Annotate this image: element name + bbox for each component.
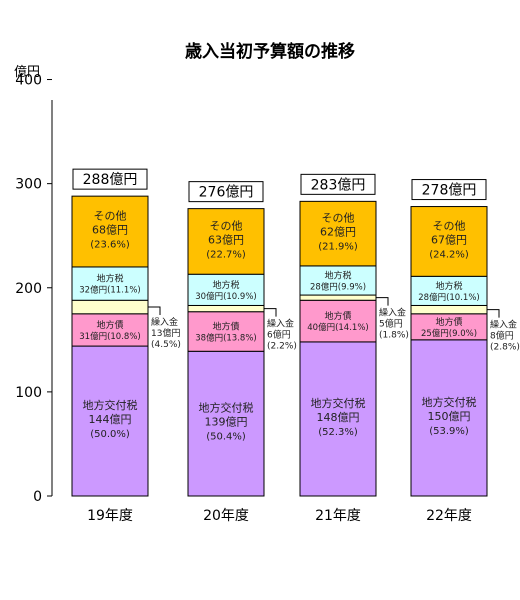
segment-amount-label: 67億円	[431, 233, 467, 246]
segment-name-label: 地方債	[435, 316, 462, 328]
y-tick-label: 200	[15, 281, 42, 297]
segment-name-label: 地方債	[96, 319, 123, 331]
side-pct-label: (1.8%)	[379, 331, 409, 341]
bar-segment	[299, 341, 377, 497]
bar-segment	[299, 265, 377, 296]
y-tick-label: 400	[15, 73, 42, 89]
side-pct-label: (2.2%)	[267, 342, 297, 352]
side-amount-label: 13億円	[151, 327, 180, 339]
segment-pct-label: (50.0%)	[90, 429, 130, 440]
segment-amount-label: 68億円	[92, 224, 128, 237]
y-tick-label: 0	[33, 489, 42, 505]
segment-name-label: その他	[433, 219, 466, 232]
bar-segment	[187, 208, 265, 275]
total-label: 276億円	[199, 185, 254, 201]
segment-name-label: 地方債	[324, 310, 351, 322]
bar-segment	[71, 299, 149, 315]
segment-pct-label: (21.9%)	[318, 242, 358, 253]
segment-amount-label: 63億円	[208, 233, 244, 246]
bar-segment	[410, 339, 488, 497]
segment-value-label: 38億円(13.8%)	[195, 332, 256, 343]
bar-segment	[71, 345, 149, 497]
side-pct-label: (4.5%)	[151, 340, 181, 350]
segment-name-label: 地方税	[96, 273, 123, 285]
total-box	[411, 179, 487, 201]
segment-amount-label: 148億円	[317, 411, 360, 424]
category-label: 19年度	[87, 508, 133, 524]
total-box	[72, 168, 148, 190]
y-axis-unit-label: 億円	[14, 64, 40, 80]
segment-amount-label: 62億円	[320, 226, 356, 239]
bar-segment	[410, 206, 488, 277]
segment-name-label: 地方税	[324, 269, 351, 281]
segment-name-label: その他	[210, 219, 243, 232]
side-name-label: 繰入金	[151, 316, 178, 328]
chart-title: 歳入当初予算額の推移	[185, 41, 355, 62]
total-label: 288億円	[83, 172, 138, 188]
segment-value-label: 28億円(10.1%)	[418, 292, 479, 303]
segment-value-label: 30億円(10.9%)	[195, 291, 256, 302]
segment-pct-label: (22.7%)	[206, 249, 246, 260]
segment-name-label: 地方交付税	[311, 396, 366, 410]
bar-segment	[71, 266, 149, 301]
segment-value-label: 31億円(10.8%)	[79, 331, 140, 342]
segment-name-label: 地方交付税	[422, 395, 477, 409]
y-tick-label: 100	[15, 385, 42, 401]
bar-segment	[187, 311, 265, 352]
total-label: 278億円	[422, 183, 477, 199]
leader-line	[264, 308, 277, 317]
bar-area	[71, 195, 488, 497]
leader-line	[376, 297, 389, 306]
leader-line	[487, 309, 500, 318]
bar-segment	[299, 200, 377, 267]
segment-pct-label: (50.4%)	[206, 432, 246, 443]
segment-name-label: その他	[322, 212, 355, 225]
side-pct-label: (2.8%)	[490, 343, 520, 353]
y-axis: 0 100 200 300 400	[15, 73, 53, 505]
total-box	[188, 181, 264, 203]
bar-segment	[299, 299, 377, 343]
segment-name-label: 地方交付税	[83, 398, 138, 412]
segment-value-label: 40億円(14.1%)	[307, 322, 368, 333]
bar-segment	[71, 195, 149, 268]
segment-pct-label: (24.2%)	[429, 249, 469, 260]
category-label: 22年度	[426, 508, 472, 524]
bar-segment	[410, 304, 488, 315]
segment-value-label: 32億円(11.1%)	[79, 285, 140, 296]
side-name-label: 繰入金	[490, 319, 517, 331]
segment-name-label: 地方交付税	[199, 401, 254, 415]
y-tick-label: 300	[15, 177, 42, 193]
bar-segment	[187, 273, 265, 306]
bar-segment	[187, 350, 265, 497]
segment-name-label: 地方税	[212, 279, 239, 291]
side-amount-label: 6億円	[267, 329, 291, 341]
segment-name-label: その他	[94, 210, 127, 223]
segment-name-label: 地方債	[212, 320, 239, 332]
bar-segment	[410, 313, 488, 341]
category-label: 20年度	[203, 508, 249, 524]
bar-segment	[410, 275, 488, 306]
leader-line	[148, 306, 161, 316]
bar-segment	[187, 304, 265, 313]
segment-value-label: 25億円(9.0%)	[421, 328, 477, 339]
segment-amount-label: 150億円	[428, 410, 471, 423]
category-label: 21年度	[315, 508, 361, 524]
segment-pct-label: (53.9%)	[429, 426, 469, 437]
total-box	[300, 173, 376, 195]
bar-segment	[71, 313, 149, 347]
bar-segment	[299, 294, 377, 301]
side-name-label: 繰入金	[267, 318, 294, 330]
segment-pct-label: (52.3%)	[318, 427, 358, 438]
segment-name-label: 地方税	[435, 280, 462, 292]
segment-pct-label: (23.6%)	[90, 240, 130, 251]
side-amount-label: 8億円	[490, 330, 514, 342]
segment-amount-label: 144億円	[89, 413, 132, 426]
label-area: 19年度288億円地方交付税144億円(50.0%)その他68億円(23.6%)…	[72, 168, 520, 524]
side-amount-label: 5億円	[379, 318, 403, 330]
side-name-label: 繰入金	[379, 307, 406, 319]
total-label: 283億円	[311, 177, 366, 193]
segment-value-label: 28億円(9.9%)	[310, 281, 366, 292]
segment-amount-label: 139億円	[205, 416, 248, 429]
